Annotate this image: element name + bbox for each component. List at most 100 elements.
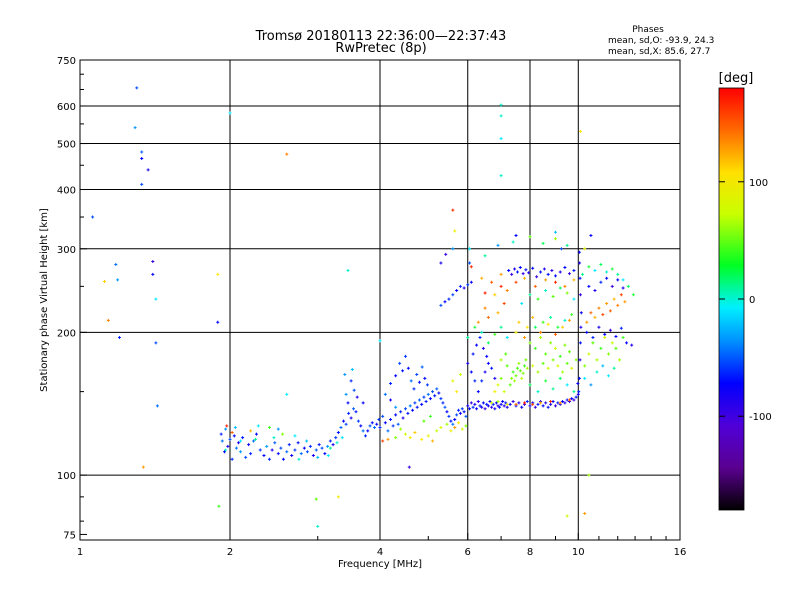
echo-point: [217, 504, 221, 508]
echo-point: [483, 254, 487, 258]
echo-point: [553, 230, 557, 234]
echo-point: [549, 402, 553, 406]
echo-point: [408, 436, 412, 440]
echo-point: [228, 111, 232, 115]
echo-point: [502, 404, 506, 408]
echo-point: [553, 404, 557, 408]
echo-point: [478, 336, 482, 340]
echo-point: [531, 315, 535, 319]
echo-point: [396, 422, 400, 426]
echo-point: [435, 387, 439, 391]
echo-point: [428, 397, 432, 401]
echo-point: [499, 174, 503, 178]
echo-point: [154, 341, 158, 345]
echo-point: [443, 405, 447, 409]
echo-point: [498, 405, 502, 409]
echo-point: [517, 320, 521, 324]
echo-point: [106, 318, 110, 322]
echo-point: [490, 366, 494, 370]
echo-point: [549, 315, 553, 319]
echo-point: [490, 401, 494, 405]
echo-point: [595, 370, 599, 374]
echo-point: [314, 448, 318, 452]
echo-point: [549, 399, 553, 403]
echo-point: [401, 416, 405, 420]
echo-point: [476, 320, 480, 324]
echo-point: [413, 431, 417, 435]
echo-point: [583, 364, 587, 368]
echo-point: [411, 408, 415, 412]
echo-point: [449, 429, 453, 433]
echo-point: [558, 354, 562, 358]
echo-point: [342, 419, 346, 423]
echo-point: [563, 401, 567, 405]
echo-point: [471, 352, 475, 356]
echo-point: [576, 382, 580, 386]
echo-point: [293, 448, 297, 452]
echo-point: [276, 452, 280, 456]
echo-point: [499, 325, 503, 329]
echo-point: [486, 361, 490, 365]
echo-point: [523, 401, 527, 405]
echo-point: [476, 390, 480, 394]
echo-point: [581, 272, 585, 276]
echo-point: [339, 426, 343, 430]
echo-point: [589, 311, 593, 315]
echo-point: [399, 410, 403, 414]
echo-point: [601, 364, 605, 368]
echo-point: [528, 235, 532, 239]
y-tick-label: 300: [57, 245, 76, 256]
echo-point: [253, 437, 257, 441]
echo-point: [616, 278, 620, 282]
echo-point: [230, 431, 234, 435]
echo-point: [311, 454, 315, 458]
echo-point: [493, 332, 497, 336]
echo-point: [565, 291, 569, 295]
echo-point: [471, 405, 475, 409]
echo-point: [603, 332, 607, 336]
echo-point: [496, 243, 500, 247]
echo-point: [524, 268, 528, 272]
echo-point: [320, 446, 324, 450]
echo-point: [453, 418, 457, 422]
echo-point: [511, 240, 515, 244]
echo-point: [517, 401, 521, 405]
echo-point: [610, 341, 614, 345]
echo-point: [558, 376, 562, 380]
echo-point: [481, 401, 485, 405]
echo-point: [514, 330, 518, 334]
echo-point: [349, 416, 353, 420]
echo-point: [433, 394, 437, 398]
echo-point: [524, 358, 528, 362]
echo-point: [354, 410, 358, 414]
phase-stats-o-mode: mean, sd,O: -93.9, 24.3: [608, 36, 714, 46]
y-tick-label: 750: [57, 56, 76, 67]
echo-point: [546, 322, 550, 326]
echo-point: [478, 404, 482, 408]
x-tick-label: 10: [572, 547, 585, 558]
echo-point: [151, 272, 155, 276]
echo-point: [595, 358, 599, 362]
echo-point: [381, 439, 385, 443]
echo-point: [589, 383, 593, 387]
echo-point: [493, 390, 497, 394]
echo-point: [520, 405, 524, 409]
echo-point: [323, 452, 327, 456]
echo-point: [618, 358, 622, 362]
echo-point: [451, 208, 455, 212]
echo-point: [399, 427, 403, 431]
echo-point: [578, 358, 582, 362]
echo-point: [576, 392, 580, 396]
echo-point: [331, 443, 335, 447]
echo-point: [234, 446, 238, 450]
echo-point: [141, 465, 145, 469]
echo-point: [247, 443, 251, 447]
echo-point: [486, 315, 490, 319]
echo-point: [239, 439, 243, 443]
echo-point: [276, 427, 280, 431]
echo-point: [563, 318, 567, 322]
echo-point: [155, 404, 159, 408]
echo-point: [451, 422, 455, 426]
echo-point: [428, 414, 432, 418]
echo-point: [567, 350, 571, 354]
